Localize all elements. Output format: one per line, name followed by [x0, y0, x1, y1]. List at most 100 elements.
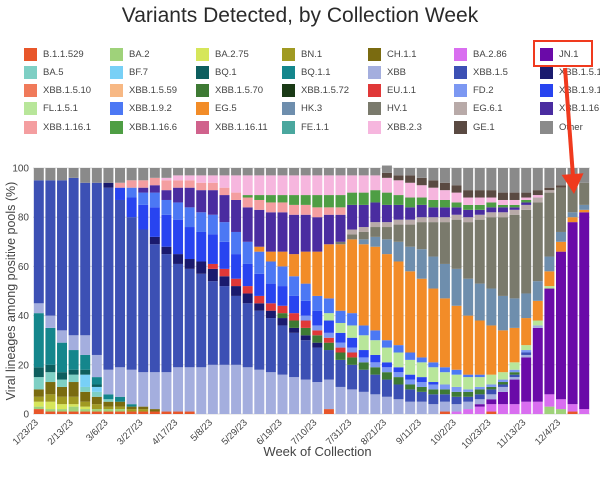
bar-segment-bq-1-1: [80, 354, 91, 370]
bar-segment-eg-6-1: [532, 197, 543, 203]
bar-segment-ba-2: [115, 409, 126, 412]
legend-item-xbb-1-9-2[interactable]: XBB.1.9.2: [110, 101, 172, 117]
bar-segment-xbb-1-5-70: [486, 386, 497, 390]
bar-segment-fl-1-5-1: [358, 335, 369, 351]
legend-item-fl-1-5-1[interactable]: FL.1.5.1: [24, 101, 78, 117]
legend-item-bq-1[interactable]: BQ.1: [196, 64, 237, 80]
bar-segment-xbb-2-3: [323, 175, 334, 196]
legend-item-xbb-1-5-70[interactable]: XBB.1.5.70: [196, 83, 263, 99]
bar-segment-xbb-1-16: [381, 204, 392, 223]
bar-segment-bq-1-1: [33, 313, 44, 368]
legend-label: XBB.1.9.2: [129, 103, 172, 115]
bar-segment-xbb-1-16: [463, 209, 474, 218]
bar-segment-hk-3: [474, 283, 485, 321]
legend-item-xbb[interactable]: XBB: [368, 64, 406, 80]
bar-stack-12-18-23: [579, 168, 590, 414]
legend-item-fe-1-1[interactable]: FE.1.1: [282, 119, 329, 135]
legend-item-xbb-1-16[interactable]: XBB.1.16: [540, 101, 599, 117]
bar-stack-9-25-23: [439, 168, 450, 414]
legend-item-xbb-1-16-1[interactable]: XBB.1.16.1: [24, 119, 91, 135]
bar-segment-xbb-1-16: [196, 190, 207, 213]
legend-item-eg-6-1[interactable]: EG.6.1: [454, 101, 503, 117]
legend-item-xbb-1-5[interactable]: XBB.1.5: [454, 64, 508, 80]
bar-segment-xbb-1-9-1: [126, 197, 137, 218]
bar-segment-xbb: [486, 394, 497, 400]
legend-item-hv-1[interactable]: HV.1: [368, 101, 407, 117]
bar-segment-xbb: [451, 404, 462, 412]
legend-item-eg-5[interactable]: EG.5: [196, 101, 237, 117]
legend-item-bf-7[interactable]: BF.7: [110, 64, 148, 80]
bar-stack-5-1-23: [196, 168, 207, 414]
legend-item-ba-2-75[interactable]: BA.2.75: [196, 46, 249, 62]
bar-stack-2-6-23: [57, 168, 67, 414]
bar-segment-other: [532, 168, 543, 191]
bar-segment-xbb-2-3: [161, 177, 172, 181]
bar-segment-ge-1: [405, 175, 416, 183]
bar-segment-ba-5: [57, 379, 67, 387]
legend-swatch: [110, 102, 123, 116]
legend-swatch: [196, 120, 209, 134]
bar-segment-eg-5: [497, 330, 508, 373]
bar-segment-xbb-1-5: [428, 394, 439, 405]
legend-item-xbb-1-5-1[interactable]: XBB.1.5.1: [540, 64, 600, 80]
bar-segment-xbb: [68, 335, 79, 351]
bar-segment-xbb: [289, 377, 300, 414]
legend-item-ch-1-1[interactable]: CH.1.1: [368, 46, 417, 62]
bar-segment-xbb-1-9-2: [173, 202, 184, 220]
legend-item-ba-2[interactable]: BA.2: [110, 46, 150, 62]
bar-segment-xbb-1-5-70: [439, 389, 450, 395]
bar-segment-eg-5: [300, 251, 311, 284]
x-tick-label: 2/13/23: [46, 417, 76, 447]
bar-stack-5-15-23: [219, 168, 230, 414]
legend-item-xbb-1-9-1[interactable]: XBB.1.9.1: [540, 83, 600, 99]
bar-segment-hv-1: [532, 202, 543, 282]
legend-item-hk-3[interactable]: HK.3: [282, 101, 322, 117]
bar-segment-xbb-1-16: [289, 214, 300, 255]
bar-segment-eg-6-1: [416, 217, 427, 223]
bar-segment-other: [33, 168, 44, 181]
bar-segment-xbb-1-9-2: [207, 214, 218, 235]
bar-segment-bq-1: [91, 384, 102, 387]
legend-item-bn-1[interactable]: BN.1: [282, 46, 322, 62]
bar-segment-xbb-1-16-6: [370, 190, 381, 203]
bar-segment-xbb-1-16-1: [184, 180, 195, 188]
bar-segment-xbb-1-5: [115, 199, 126, 368]
legend-item-eu-1-1[interactable]: EU.1.1: [368, 83, 416, 99]
legend-item-b-1-1-529[interactable]: B.1.1.529: [24, 46, 84, 62]
legend-item-bq-1-1[interactable]: BQ.1.1: [282, 64, 331, 80]
legend-item-xbb-1-16-6[interactable]: XBB.1.16.6: [110, 119, 177, 135]
bar-segment-xbb-1-16-6: [265, 195, 276, 203]
x-tick-label: 1/23/23: [11, 417, 41, 447]
bar-segment-hv-1: [579, 182, 590, 205]
bar-segment-xbb-1-5-70: [463, 391, 474, 397]
legend-item-xbb-1-5-59[interactable]: XBB.1.5.59: [110, 83, 177, 99]
bar-segment-eu-1-1: [277, 305, 288, 314]
bar-segment-xbb-1-5-1: [312, 342, 323, 348]
bar-segment-other: [463, 168, 474, 191]
legend-item-ba-5[interactable]: BA.5: [24, 64, 64, 80]
bar-segment-ge-1: [497, 192, 508, 200]
bar-segment-other: [173, 168, 184, 176]
legend-item-xbb-1-5-72[interactable]: XBB.1.5.72: [282, 83, 349, 99]
legend-item-fd-2[interactable]: FD.2: [454, 83, 494, 99]
bar-segment-xbb-1-16-6: [497, 204, 508, 208]
legend-swatch: [110, 65, 123, 79]
bar-stack-11-13-23: [521, 168, 532, 414]
legend-item-ba-2-86[interactable]: BA.2.86: [454, 46, 507, 62]
bar-segment-other: [126, 168, 137, 181]
bar-segment-eu-1-1: [219, 268, 230, 277]
legend-item-xbb-1-16-11[interactable]: XBB.1.16.11: [196, 119, 268, 135]
bar-segment-other: [312, 168, 323, 176]
legend-item-jn-1[interactable]: JN.1: [540, 46, 579, 62]
bar-segment-ba-2: [57, 409, 67, 412]
bar-segment-bq-1: [45, 364, 56, 373]
bar-segment-ba-2-75: [80, 406, 91, 410]
legend-item-xbb-1-5-10[interactable]: XBB.1.5.10: [24, 83, 91, 99]
bar-segment-hk-3: [544, 256, 555, 272]
bar-segment-fd-2: [521, 350, 532, 353]
bar-stack-2-27-23: [91, 168, 102, 414]
legend-item-ge-1[interactable]: GE.1: [454, 119, 495, 135]
bar-segment-xbb: [149, 372, 160, 410]
bar-segment-fl-1-5-1: [335, 322, 346, 333]
legend-item-xbb-2-3[interactable]: XBB.2.3: [368, 119, 422, 135]
